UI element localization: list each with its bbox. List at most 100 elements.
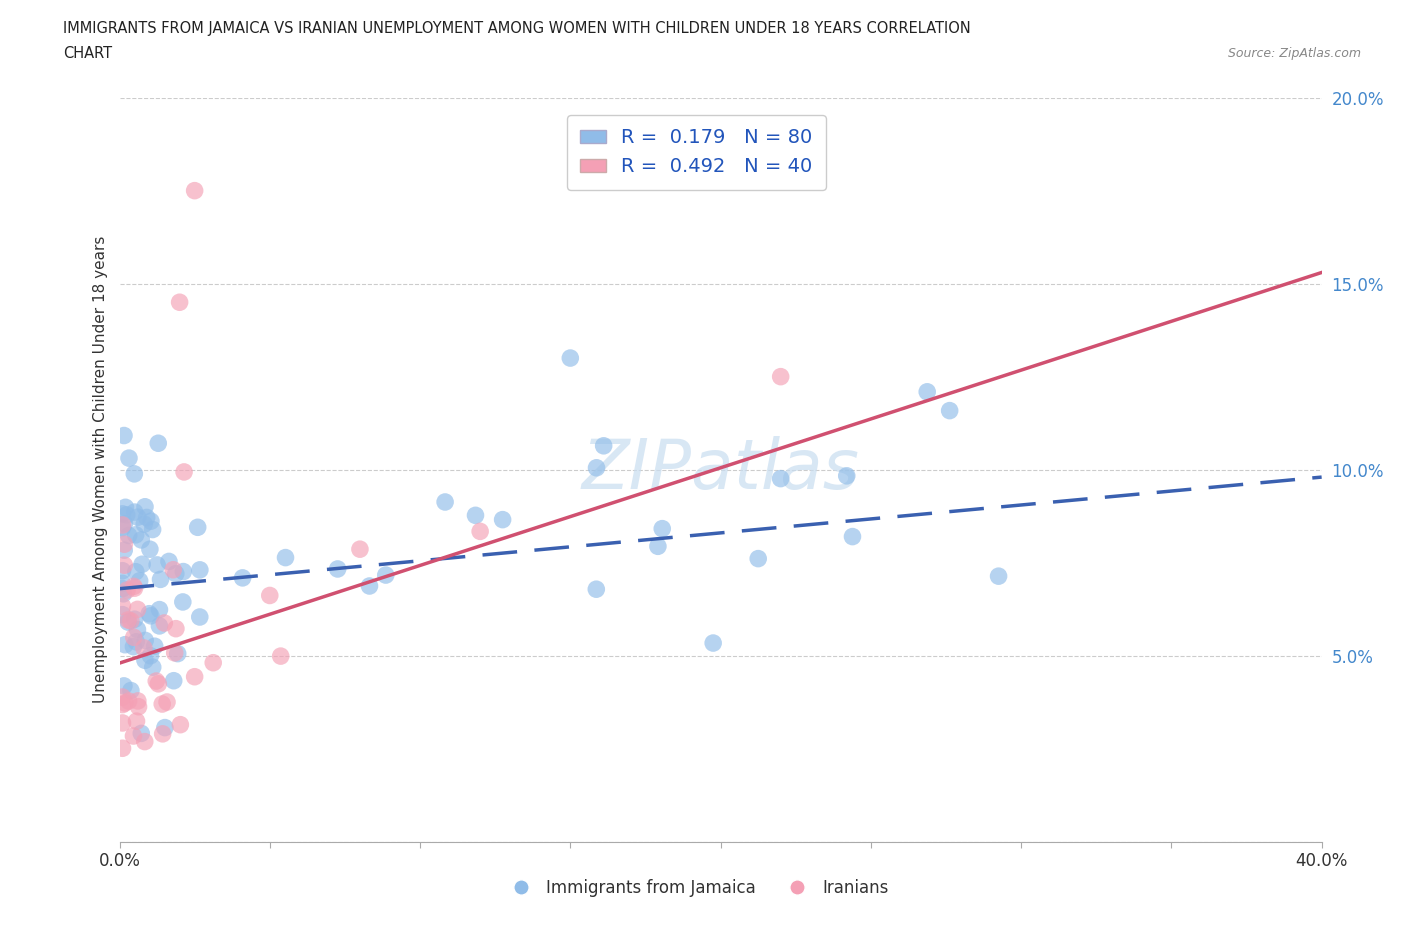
- Point: [326, 562, 349, 577]
- Point: [374, 567, 396, 582]
- Point: [165, 566, 187, 581]
- Point: [125, 527, 148, 542]
- Point: [111, 507, 134, 522]
- Point: [585, 582, 607, 597]
- Text: ZIPatlas: ZIPatlas: [582, 436, 859, 503]
- Point: [114, 696, 136, 711]
- Point: [163, 645, 186, 660]
- Point: [152, 726, 174, 741]
- Point: [118, 528, 141, 543]
- Point: [183, 183, 205, 198]
- Point: [169, 295, 191, 310]
- Point: [122, 639, 145, 654]
- Point: [112, 516, 135, 531]
- Point: [270, 648, 292, 663]
- Point: [183, 670, 205, 684]
- Point: [131, 533, 153, 548]
- Point: [987, 569, 1010, 584]
- Point: [114, 637, 136, 652]
- Point: [112, 679, 135, 694]
- Point: [938, 404, 960, 418]
- Point: [127, 602, 149, 617]
- Point: [139, 648, 162, 663]
- Point: [111, 690, 134, 705]
- Point: [146, 557, 169, 572]
- Point: [359, 578, 381, 593]
- Point: [173, 464, 195, 479]
- Point: [134, 633, 156, 648]
- Point: [118, 451, 141, 466]
- Point: [117, 615, 139, 630]
- Point: [115, 582, 138, 597]
- Point: [128, 574, 150, 589]
- Point: [188, 563, 211, 578]
- Point: [491, 512, 513, 527]
- Point: [769, 369, 792, 384]
- Point: [111, 715, 134, 730]
- Point: [125, 713, 148, 728]
- Point: [139, 542, 162, 557]
- Point: [747, 551, 769, 566]
- Point: [560, 351, 582, 365]
- Point: [150, 697, 173, 711]
- Point: [143, 639, 166, 654]
- Point: [651, 521, 673, 536]
- Point: [139, 608, 162, 623]
- Point: [259, 588, 281, 603]
- Point: [111, 698, 134, 712]
- Point: [142, 659, 165, 674]
- Point: [274, 551, 297, 565]
- Point: [148, 436, 170, 451]
- Point: [134, 499, 156, 514]
- Point: [169, 717, 191, 732]
- Point: [134, 734, 156, 749]
- Point: [128, 699, 150, 714]
- Point: [134, 517, 156, 532]
- Point: [117, 613, 139, 628]
- Point: [124, 580, 146, 595]
- Point: [835, 469, 858, 484]
- Point: [202, 656, 225, 671]
- Point: [769, 472, 792, 486]
- Point: [125, 565, 148, 579]
- Point: [841, 529, 863, 544]
- Point: [134, 653, 156, 668]
- Point: [122, 578, 145, 593]
- Point: [157, 554, 180, 569]
- Point: [702, 635, 724, 650]
- Point: [124, 612, 146, 627]
- Point: [142, 522, 165, 537]
- Point: [153, 616, 176, 631]
- Point: [112, 428, 135, 443]
- Point: [163, 673, 186, 688]
- Point: [115, 508, 138, 523]
- Point: [349, 542, 371, 557]
- Point: [148, 676, 170, 691]
- Point: [138, 606, 160, 621]
- Point: [111, 520, 134, 535]
- Point: [153, 720, 176, 735]
- Point: [131, 557, 153, 572]
- Point: [111, 517, 134, 532]
- Point: [162, 563, 184, 578]
- Text: IMMIGRANTS FROM JAMAICA VS IRANIAN UNEMPLOYMENT AMONG WOMEN WITH CHILDREN UNDER : IMMIGRANTS FROM JAMAICA VS IRANIAN UNEMP…: [63, 21, 972, 36]
- Point: [127, 510, 149, 525]
- Text: Source: ZipAtlas.com: Source: ZipAtlas.com: [1227, 46, 1361, 60]
- Point: [148, 618, 170, 633]
- Point: [127, 694, 149, 709]
- Point: [112, 558, 135, 573]
- Point: [139, 513, 162, 528]
- Point: [232, 570, 254, 585]
- Point: [114, 499, 136, 514]
- Point: [145, 673, 167, 688]
- Point: [585, 460, 607, 475]
- Legend: Immigrants from Jamaica, Iranians: Immigrants from Jamaica, Iranians: [498, 872, 896, 904]
- Point: [647, 538, 669, 553]
- Point: [592, 438, 614, 453]
- Point: [122, 630, 145, 644]
- Point: [156, 695, 179, 710]
- Point: [111, 607, 134, 622]
- Point: [468, 524, 492, 538]
- Point: [124, 505, 146, 520]
- Point: [120, 614, 142, 629]
